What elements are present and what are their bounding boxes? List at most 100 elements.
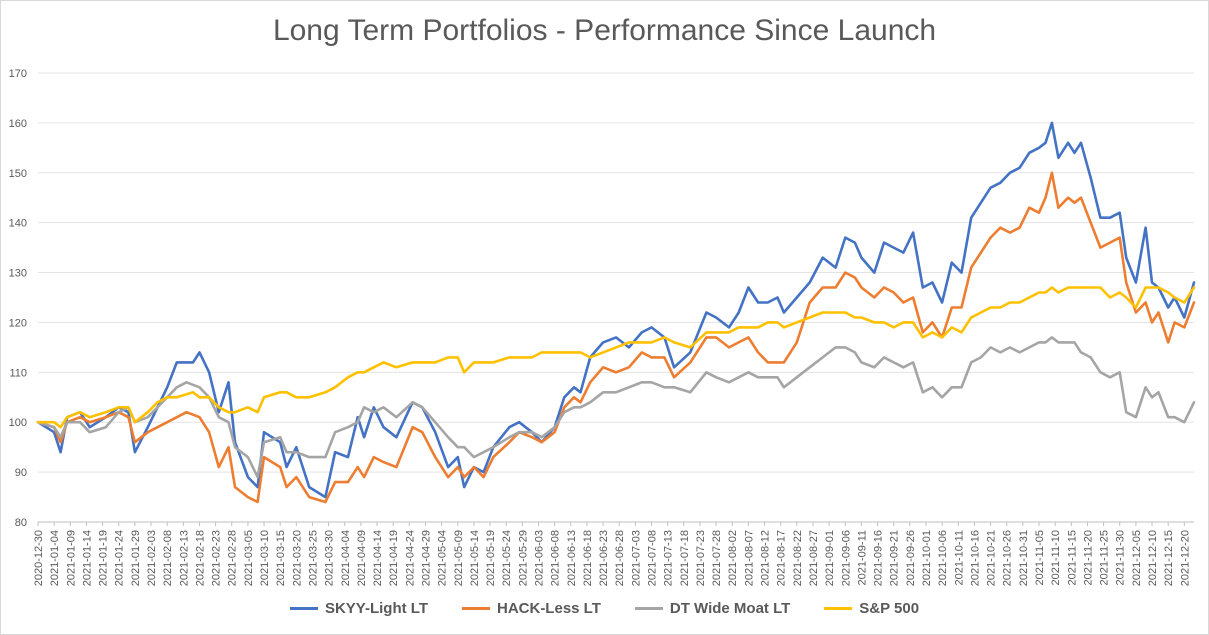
x-tick-label: 2021-01-29	[130, 530, 142, 586]
x-tick-label: 2021-05-14	[469, 530, 481, 586]
x-tick-label: 2021-05-04	[437, 530, 449, 586]
x-tick-label: 2021-08-12	[760, 530, 772, 586]
legend-swatch	[824, 607, 853, 610]
x-tick-label: 2021-06-08	[550, 530, 562, 586]
x-tick-label: 2021-10-06	[937, 530, 949, 586]
chart-legend: SKYY-Light LT HACK-Less LT DT Wide Moat LT…	[0, 600, 1209, 617]
x-tick-label: 2021-07-13	[663, 530, 675, 586]
x-tick-label: 2021-12-20	[1179, 530, 1191, 586]
legend-label: HACK-Less LT	[496, 600, 601, 617]
x-tick-label: 2021-03-15	[275, 530, 287, 586]
x-tick-label: 2021-03-05	[243, 530, 255, 586]
x-tick-label: 2021-06-28	[614, 530, 626, 586]
y-tick-label: 170	[9, 68, 27, 80]
x-tick-label: 2021-08-27	[808, 530, 820, 586]
x-tick-label: 2021-01-14	[81, 530, 93, 586]
x-tick-label: 2020-12-30	[33, 530, 45, 586]
y-tick-label: 100	[9, 417, 27, 429]
x-tick-label: 2021-09-16	[873, 530, 885, 586]
x-tick-label: 2021-10-01	[921, 530, 933, 586]
x-tick-label: 2021-10-16	[969, 530, 981, 586]
legend-swatch	[634, 607, 663, 610]
x-tick-label: 2021-09-21	[889, 530, 901, 586]
x-tick-label: 2021-08-07	[743, 530, 755, 586]
x-tick-label: 2021-11-30	[1115, 530, 1127, 585]
series-line-hack-less-lt	[36, 171, 1196, 504]
x-tick-label: 2021-04-09	[356, 530, 368, 586]
x-tick-label: 2021-08-17	[776, 530, 788, 586]
x-tick-label: 2021-04-14	[372, 530, 384, 586]
y-tick-label: 150	[9, 168, 27, 180]
x-tick-label: 2021-06-18	[582, 530, 594, 586]
x-tick-label: 2021-11-25	[1099, 530, 1111, 585]
legend-item: HACK-Less LT	[461, 600, 601, 617]
x-tick-label: 2021-04-19	[388, 530, 400, 586]
x-tick-label: 2021-04-24	[404, 530, 416, 586]
x-tick-label: 2021-03-20	[291, 530, 303, 586]
x-tick-label: 2021-03-30	[324, 530, 336, 586]
x-tick-label: 2021-11-20	[1082, 530, 1094, 585]
x-tick-label: 2021-02-03	[146, 530, 158, 586]
legend-swatch	[289, 607, 318, 610]
x-tick-label: 2021-05-29	[517, 530, 529, 586]
series-line-s-p-500	[36, 286, 1196, 429]
y-tick-label: 90	[15, 467, 27, 479]
x-tick-label: 2021-01-24	[114, 530, 126, 586]
y-tick-label: 130	[9, 268, 27, 280]
y-tick-label: 140	[9, 218, 27, 230]
x-tick-label: 2021-03-25	[307, 530, 319, 586]
legend-item: SKYY-Light LT	[289, 600, 428, 617]
x-tick-label: 2021-12-10	[1147, 530, 1159, 586]
x-tick-label: 2021-08-02	[727, 530, 739, 586]
x-tick-label: 2021-01-09	[65, 530, 77, 586]
x-tick-label: 2021-04-04	[340, 530, 352, 586]
y-tick-label: 120	[9, 317, 27, 329]
legend-label: SKYY-Light LT	[324, 600, 428, 617]
x-tick-label: 2021-02-28	[227, 530, 239, 586]
x-tick-label: 2021-06-13	[566, 530, 578, 586]
series-line-skyy-light-lt	[36, 121, 1196, 499]
legend-item: S&P 500	[824, 600, 919, 617]
x-tick-label: 2021-09-11	[856, 530, 868, 585]
x-tick-label: 2021-07-23	[695, 530, 707, 586]
x-tick-label: 2021-10-26	[1002, 530, 1014, 586]
x-tick-label: 2021-05-19	[485, 530, 497, 586]
x-tick-label: 2021-02-18	[194, 530, 206, 586]
x-tick-label: 2021-02-08	[162, 530, 174, 586]
x-tick-label: 2021-12-05	[1131, 530, 1143, 586]
legend-item: DT Wide Moat LT	[634, 600, 791, 617]
legend-label: S&P 500	[859, 600, 920, 617]
x-tick-label: 2021-04-29	[420, 530, 432, 586]
x-tick-label: 2021-11-10	[1050, 530, 1062, 585]
x-tick-label: 2021-10-31	[1018, 530, 1030, 586]
x-tick-label: 2021-07-28	[711, 530, 723, 586]
x-tick-label: 2021-12-15	[1163, 530, 1175, 586]
x-tick-label: 2021-09-01	[824, 530, 836, 586]
x-tick-label: 2021-07-08	[647, 530, 659, 586]
x-tick-label: 2021-06-03	[534, 530, 546, 586]
x-tick-label: 2021-11-15	[1066, 530, 1078, 585]
x-tick-label: 2021-09-06	[840, 530, 852, 586]
y-tick-label: 160	[9, 118, 27, 130]
x-tick-label: 2021-11-05	[1034, 530, 1046, 585]
x-tick-label: 2021-07-18	[679, 530, 691, 586]
legend-label: DT Wide Moat LT	[669, 600, 791, 617]
x-tick-label: 2021-07-03	[630, 530, 642, 586]
x-tick-label: 2021-05-09	[453, 530, 465, 586]
x-tick-label: 2021-10-11	[953, 530, 965, 585]
chart-title: Long Term Portfolios - Performance Since…	[272, 14, 937, 47]
x-tick-label: 2021-01-04	[49, 530, 61, 586]
legend-swatch	[461, 607, 490, 610]
series-line-dt-wide-moat-lt	[36, 336, 1196, 479]
x-tick-label: 2021-01-19	[98, 530, 110, 586]
y-tick-label: 110	[9, 367, 27, 379]
x-tick-label: 2021-08-22	[792, 530, 804, 586]
x-tick-label: 2021-02-23	[211, 530, 223, 586]
x-tick-label: 2021-06-23	[598, 530, 610, 586]
x-tick-label: 2021-02-13	[178, 530, 190, 586]
x-tick-label: 2021-09-26	[905, 530, 917, 586]
x-tick-label: 2021-03-10	[259, 530, 271, 586]
x-tick-label: 2021-10-21	[986, 530, 998, 586]
y-tick-label: 80	[15, 517, 27, 529]
